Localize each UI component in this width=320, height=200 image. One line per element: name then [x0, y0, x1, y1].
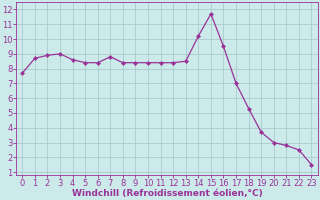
X-axis label: Windchill (Refroidissement éolien,°C): Windchill (Refroidissement éolien,°C)	[72, 189, 262, 198]
